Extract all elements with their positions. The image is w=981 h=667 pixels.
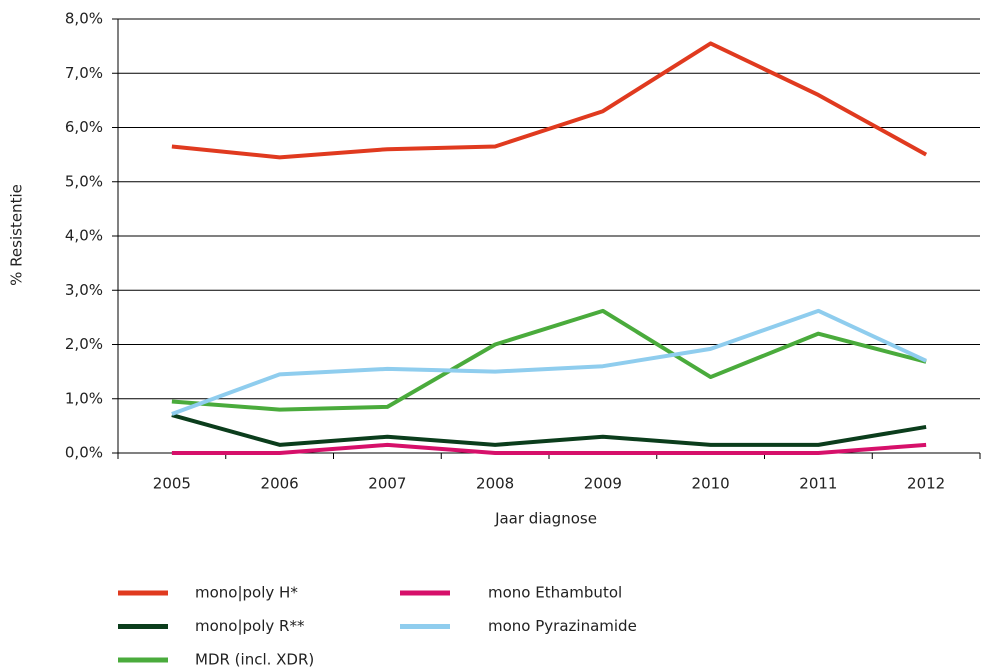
legend-label: mono|poly H* xyxy=(195,584,298,602)
legend-label: mono|poly R** xyxy=(195,617,305,635)
x-tick-label: 2012 xyxy=(907,475,945,493)
x-tick-label: 2005 xyxy=(153,475,191,493)
y-tick-label: 1,0% xyxy=(65,389,103,407)
legend-label: MDR (incl. XDR) xyxy=(195,651,314,667)
x-tick-label: 2009 xyxy=(584,475,622,493)
y-tick-label: 8,0% xyxy=(65,10,103,28)
y-tick-label: 0,0% xyxy=(65,444,103,462)
line xyxy=(172,43,926,157)
x-axis-title: Jaar diagnose xyxy=(494,510,597,528)
y-axis-title: % Resistentie xyxy=(8,184,26,286)
x-tick-label: 2010 xyxy=(692,475,730,493)
legend-label: mono Pyrazinamide xyxy=(488,617,637,635)
y-tick-label: 6,0% xyxy=(65,118,103,136)
y-tick-label: 7,0% xyxy=(65,64,103,82)
x-tick-label: 2007 xyxy=(368,475,406,493)
y-tick-label: 5,0% xyxy=(65,172,103,190)
line xyxy=(172,311,926,410)
x-tick-label: 2006 xyxy=(261,475,299,493)
y-tick-label: 2,0% xyxy=(65,335,103,353)
legend-label: mono Ethambutol xyxy=(488,584,622,602)
line xyxy=(172,415,926,445)
y-tick-label: 3,0% xyxy=(65,281,103,299)
y-tick-label: 4,0% xyxy=(65,227,103,245)
x-tick-label: 2008 xyxy=(476,475,514,493)
x-tick-label: 2011 xyxy=(799,475,837,493)
